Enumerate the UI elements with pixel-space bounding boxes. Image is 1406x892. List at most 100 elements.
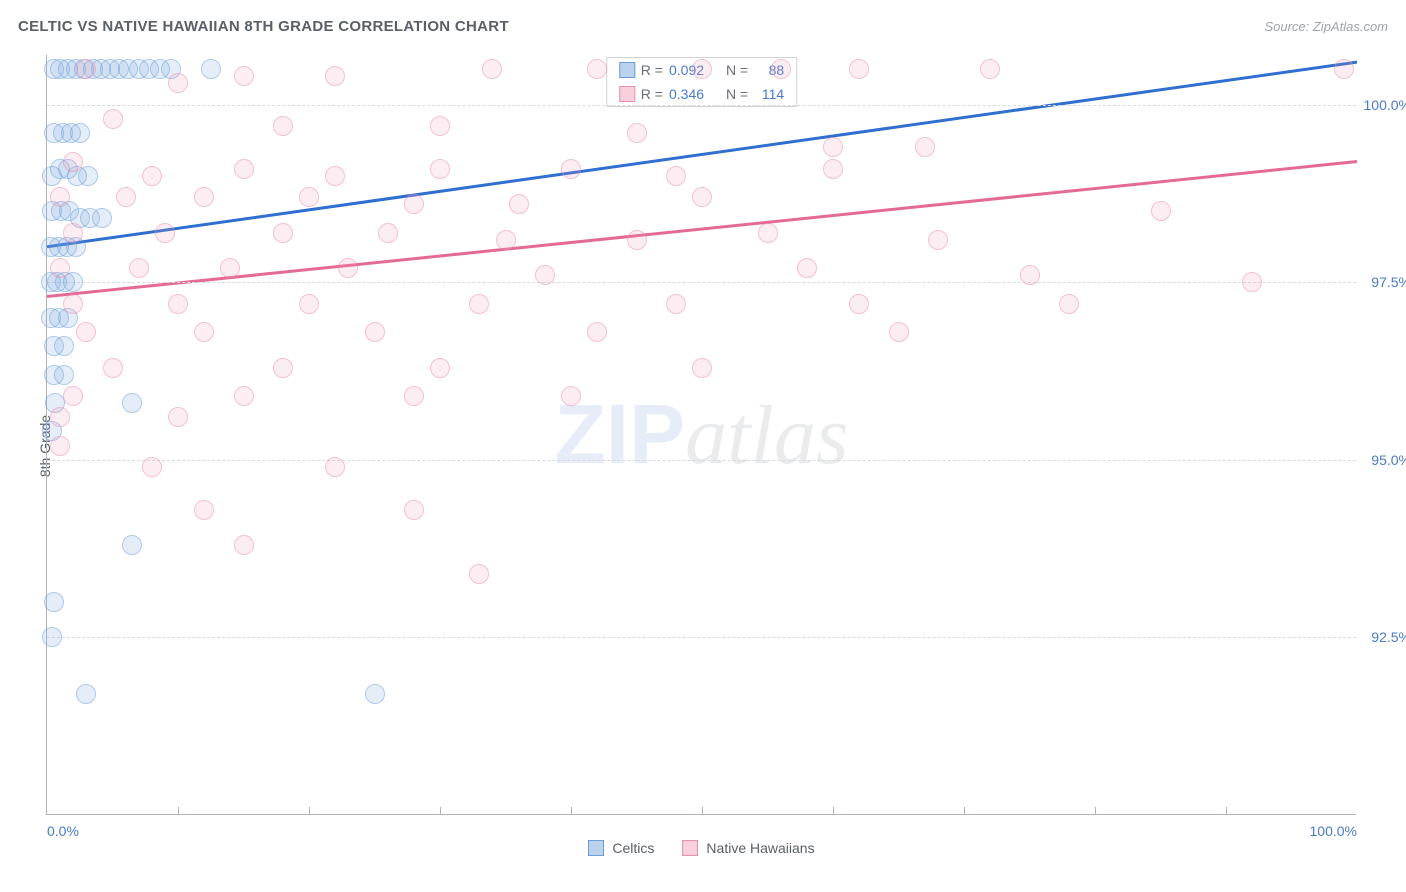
scatter-point [627,123,647,143]
scatter-point [325,457,345,477]
scatter-point [194,500,214,520]
scatter-point [63,223,83,243]
scatter-point [44,592,64,612]
swatch-hawaiians [682,840,698,856]
scatter-point [142,457,162,477]
scatter-point [758,223,778,243]
swatch-celtics [619,62,635,78]
scatter-point [76,59,96,79]
scatter-point [50,187,70,207]
x-minor-tick [964,807,965,815]
r-label: R = [641,62,663,78]
scatter-point [1151,201,1171,221]
scatter-point [194,322,214,342]
scatter-point [103,358,123,378]
scatter-point [692,59,712,79]
scatter-point [50,436,70,456]
scatter-point [692,358,712,378]
scatter-point [63,386,83,406]
scatter-point [63,294,83,314]
scatter-point [220,258,240,278]
chart-title: CELTIC VS NATIVE HAWAIIAN 8TH GRADE CORR… [18,18,509,35]
scatter-point [404,500,424,520]
r-label: R = [641,86,663,102]
n-label: N = [726,86,748,102]
scatter-point [928,230,948,250]
x-tick-label: 100.0% [1310,823,1357,839]
n-value-hawaiians: 114 [754,86,784,102]
legend-row-hawaiians: R = 0.346 N = 114 [607,82,796,106]
scatter-point [915,137,935,157]
scatter-point [889,322,909,342]
scatter-point [404,194,424,214]
scatter-point [666,294,686,314]
scatter-point [103,109,123,129]
scatter-point [155,223,175,243]
x-minor-tick [833,807,834,815]
scatter-point [587,59,607,79]
scatter-point [561,386,581,406]
swatch-celtics [588,840,604,856]
y-tick-label: 97.5% [1371,274,1406,290]
scatter-point [482,59,502,79]
gridline-h [47,105,1356,106]
scatter-point [273,116,293,136]
scatter-point [1242,272,1262,292]
legend-label-hawaiians: Native Hawaiians [706,840,814,856]
scatter-plot: ZIPatlas R = 0.092 N = 88 R = 0.346 N = … [46,55,1356,815]
scatter-point [92,208,112,228]
legend-label-celtics: Celtics [612,840,654,856]
scatter-point [365,684,385,704]
scatter-point [587,322,607,342]
scatter-point [273,358,293,378]
scatter-point [50,407,70,427]
x-minor-tick [1095,807,1096,815]
x-minor-tick [571,807,572,815]
series-legend: Celtics Native Hawaiians [47,840,1356,856]
scatter-point [509,194,529,214]
scatter-point [535,265,555,285]
scatter-point [849,59,869,79]
scatter-point [299,187,319,207]
scatter-point [404,386,424,406]
y-tick-label: 95.0% [1371,452,1406,468]
scatter-point [469,564,489,584]
scatter-point [168,73,188,93]
scatter-point [496,230,516,250]
scatter-point [469,294,489,314]
n-label: N = [726,62,748,78]
x-minor-tick [1226,807,1227,815]
legend-item-celtics: Celtics [588,840,654,856]
gridline-h [47,637,1356,638]
gridline-h [47,460,1356,461]
scatter-point [692,187,712,207]
scatter-point [325,166,345,186]
r-value-hawaiians: 0.346 [669,86,704,102]
scatter-point [561,159,581,179]
scatter-point [122,393,142,413]
scatter-point [849,294,869,314]
scatter-point [201,59,221,79]
scatter-point [78,166,98,186]
x-minor-tick [178,807,179,815]
scatter-point [50,258,70,278]
scatter-point [666,166,686,186]
scatter-point [234,66,254,86]
scatter-point [771,59,791,79]
scatter-point [63,152,83,172]
scatter-point [430,159,450,179]
scatter-point [627,230,647,250]
x-minor-tick [309,807,310,815]
scatter-point [980,59,1000,79]
scatter-point [54,336,74,356]
scatter-point [116,187,136,207]
gridline-h [47,282,1356,283]
scatter-point [273,223,293,243]
scatter-point [1334,59,1354,79]
scatter-point [338,258,358,278]
source-attribution: Source: ZipAtlas.com [1264,19,1388,34]
x-tick-label: 0.0% [47,823,79,839]
scatter-point [194,187,214,207]
scatter-point [823,137,843,157]
scatter-point [54,365,74,385]
